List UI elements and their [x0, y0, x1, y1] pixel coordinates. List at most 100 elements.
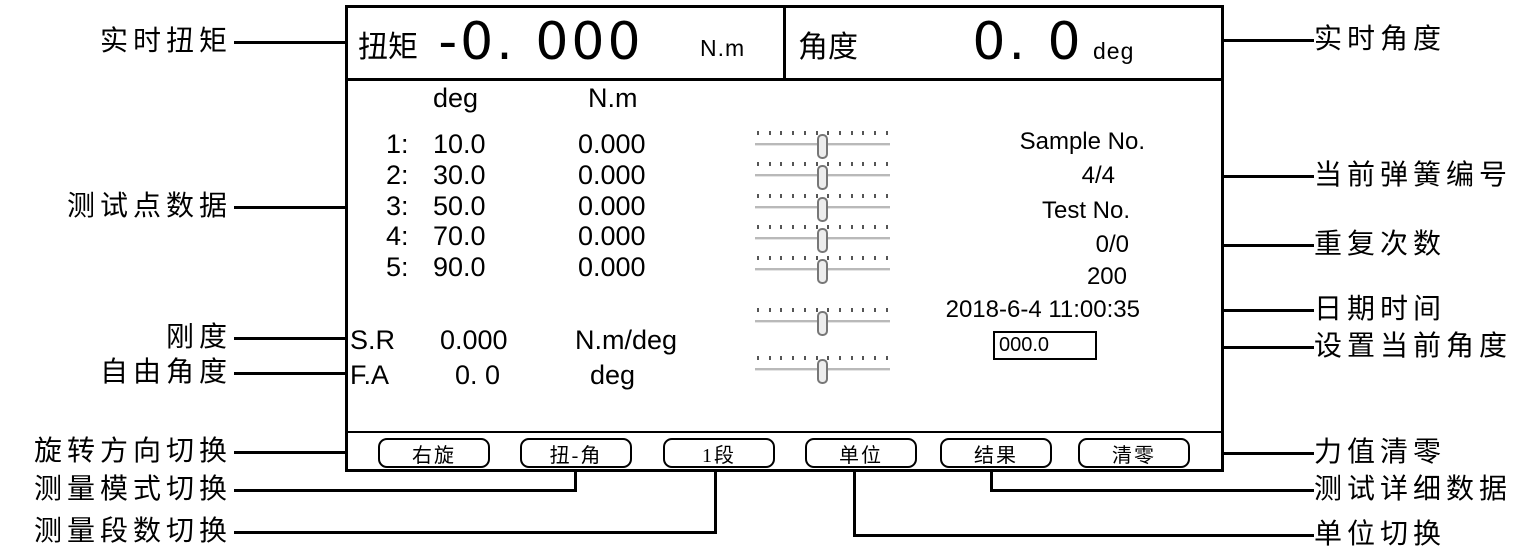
row-deg: 50.0: [433, 191, 486, 221]
slider-thumb[interactable]: [816, 134, 828, 159]
table-header-deg: deg: [433, 83, 479, 113]
row-nm: 0.000: [578, 191, 646, 221]
top-row-divider: [348, 78, 1221, 81]
annotation-segment-count-toggle: 测量段数切换: [33, 516, 232, 547]
row-deg: 90.0: [433, 252, 486, 282]
row-nm: 0.000: [578, 252, 646, 282]
row-deg: 10.0: [433, 129, 486, 159]
slider-ticks: [757, 225, 888, 229]
torque-label: 扭矩: [358, 31, 418, 64]
slider: [755, 356, 890, 386]
row-nm: 0.000: [578, 221, 646, 251]
row-index: 5:: [386, 252, 409, 282]
callout-line: [234, 41, 356, 44]
slider: [755, 225, 890, 255]
annotation-force-zero: 力值清零: [1314, 437, 1447, 468]
callout-line: [234, 531, 717, 534]
callout-line: [234, 451, 380, 454]
callout-line: [234, 489, 577, 492]
annotation-rotation-direction-toggle: 旋转方向切换: [33, 436, 232, 467]
device-screen: 扭矩 -0. 000 N.m 角度 0. 0 deg deg N.m 1: 10…: [345, 5, 1224, 472]
angle-value: 0. 0: [972, 12, 1084, 72]
callout-line: [234, 206, 356, 209]
slider-thumb[interactable]: [816, 259, 828, 284]
free-angle-value: 0. 0: [455, 360, 501, 390]
slider-thumb[interactable]: [816, 311, 828, 336]
annotation-realtime-angle: 实时角度: [1314, 24, 1447, 55]
button-unit[interactable]: 单位: [805, 438, 917, 468]
stiffness-value: 0.000: [440, 325, 508, 355]
button-segment-count[interactable]: 1段: [663, 438, 775, 468]
slider-thumb[interactable]: [816, 228, 828, 253]
slider: [755, 308, 890, 338]
annotation-test-point-data: 测试点数据: [66, 191, 232, 222]
test-no-value: 0/0: [1095, 231, 1129, 258]
slider-ticks: [757, 162, 888, 166]
free-angle-label: F.A: [350, 360, 390, 390]
callout-line: [234, 372, 356, 375]
slider: [755, 194, 890, 224]
annotation-realtime-torque: 实时扭矩: [99, 26, 232, 57]
button-measure-mode[interactable]: 扭-角: [520, 438, 632, 468]
slider: [755, 162, 890, 192]
annotation-free-angle: 自由角度: [99, 357, 232, 388]
callout-line: [990, 489, 1314, 492]
slider-thumb[interactable]: [816, 197, 828, 222]
slider-ticks: [757, 308, 888, 312]
annotation-test-detail-data: 测试详细数据: [1314, 474, 1513, 505]
row-deg: 70.0: [433, 221, 486, 251]
callout-line: [853, 467, 856, 537]
repeat-count-value: 200: [1086, 263, 1127, 290]
annotation-set-current-angle: 设置当前角度: [1314, 331, 1513, 362]
row-index: 2:: [386, 160, 409, 190]
callout-line: [1158, 39, 1314, 42]
annotation-measure-mode-toggle: 测量模式切换: [33, 474, 232, 505]
datetime-value: 2018-6-4 11:00:35: [945, 296, 1140, 323]
row-index: 3:: [386, 191, 409, 221]
free-angle-unit: deg: [590, 360, 636, 390]
callout-line: [1186, 452, 1314, 455]
stiffness-unit: N.m/deg: [575, 325, 678, 355]
slider: [755, 131, 890, 161]
stiffness-label: S.R: [350, 325, 396, 355]
slider-ticks: [757, 256, 888, 260]
row-nm: 0.000: [578, 160, 646, 190]
row-index: 4:: [386, 221, 409, 251]
annotation-unit-toggle: 单位切换: [1314, 519, 1447, 550]
callout-line: [1134, 244, 1314, 247]
callout-line: [714, 467, 717, 534]
slider-thumb[interactable]: [816, 165, 828, 190]
button-zero[interactable]: 清零: [1078, 438, 1190, 468]
torque-value: -0. 000: [438, 12, 644, 72]
button-result[interactable]: 结果: [940, 438, 1052, 468]
callout-line: [234, 337, 356, 340]
sample-no-label: Sample No.: [1019, 128, 1145, 155]
annotation-stiffness: 刚度: [165, 322, 232, 353]
slider-ticks: [757, 356, 888, 360]
torque-angle-divider: [783, 8, 786, 78]
slider-ticks: [757, 194, 888, 198]
angle-label: 角度: [798, 31, 858, 64]
annotation-repeat-count: 重复次数: [1314, 229, 1447, 260]
slider-ticks: [757, 131, 888, 135]
button-band-divider: [348, 431, 1221, 433]
callout-line: [574, 467, 577, 492]
table-header-nm: N.m: [588, 83, 638, 113]
angle-unit: deg: [1093, 38, 1135, 64]
callout-line: [853, 534, 1314, 537]
callout-line: [1146, 309, 1314, 312]
row-nm: 0.000: [578, 129, 646, 159]
sample-no-value: 4/4: [1081, 162, 1115, 189]
row-deg: 30.0: [433, 160, 486, 190]
slider: [755, 256, 890, 286]
current-angle-input[interactable]: 000.0: [993, 331, 1097, 360]
annotation-current-spring-no: 当前弹簧编号: [1314, 160, 1513, 191]
slider-thumb[interactable]: [816, 359, 828, 384]
button-rotation-direction[interactable]: 右旋: [378, 438, 490, 468]
torque-unit: N.m: [700, 35, 746, 61]
row-index: 1:: [386, 129, 409, 159]
annotation-datetime: 日期时间: [1314, 294, 1447, 325]
test-no-label: Test No.: [1041, 197, 1130, 224]
callout-line: [990, 467, 993, 492]
